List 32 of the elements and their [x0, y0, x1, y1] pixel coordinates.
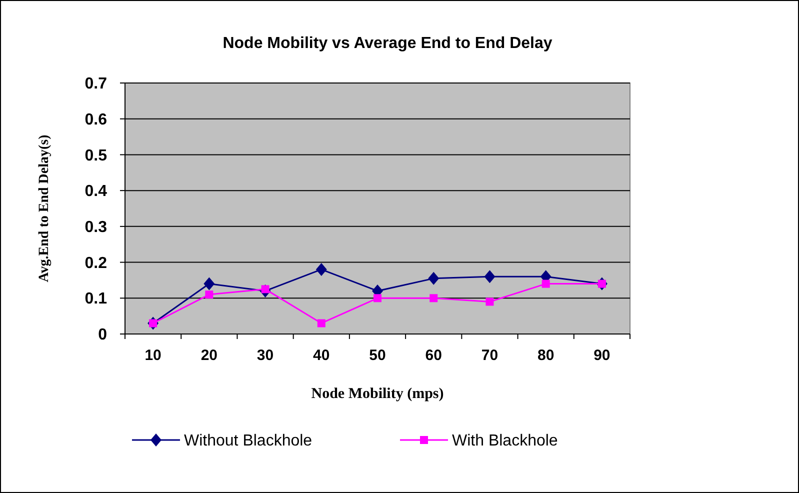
chart-title: Node Mobility vs Average End to End Delay	[222, 35, 552, 52]
y-tick-label: 0.1	[84, 290, 108, 308]
x-tick-label: 80	[537, 347, 554, 364]
legend-label: With Blackhole	[452, 432, 558, 450]
point	[317, 319, 326, 328]
y-tick-label: 0.4	[84, 183, 108, 200]
y-tick-label: 0.3	[84, 219, 108, 236]
x-tick-label: 20	[200, 347, 218, 364]
y-tick-label: 0.6	[84, 111, 108, 128]
x-tick-label: 90	[594, 347, 610, 364]
point	[316, 262, 327, 276]
point	[205, 290, 214, 299]
x-tick-label: 30	[256, 347, 274, 364]
y-tick-label: 0	[98, 326, 108, 344]
y-tick-label: 0.7	[84, 76, 108, 93]
point	[542, 280, 550, 288]
x-tick-label: 70	[481, 347, 498, 364]
point	[374, 294, 382, 302]
x-axis-title: Node Mobility (mps)	[311, 386, 444, 402]
x-tick-label: 10	[144, 347, 162, 364]
point	[430, 294, 438, 302]
x-tick-label: 60	[425, 347, 442, 364]
x-tick-label: 40	[313, 347, 330, 364]
point	[486, 298, 494, 306]
legend-label: Without Blackhole	[184, 432, 312, 450]
point	[484, 270, 496, 284]
point	[428, 272, 440, 285]
y-tick-label: 0.5	[84, 147, 108, 164]
y-tick-label: 0.2	[84, 254, 108, 272]
point	[204, 277, 215, 290]
y-axis-title: Avg.End to End Delay(s)	[37, 134, 52, 282]
x-tick-label: 50	[369, 347, 386, 364]
